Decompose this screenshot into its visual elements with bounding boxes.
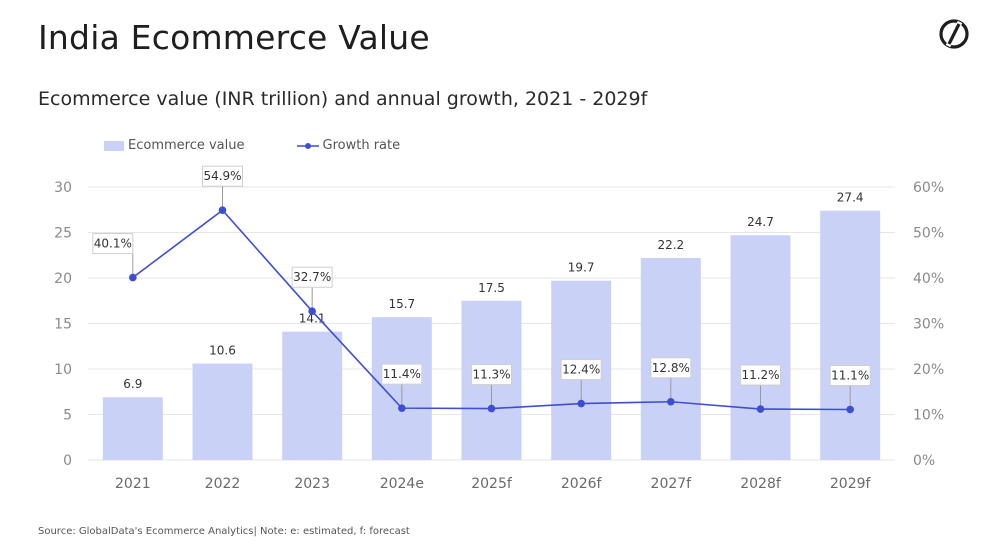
- x-axis-tick-label: 2026f: [561, 476, 603, 492]
- growth-rate-point: [129, 273, 137, 282]
- growth-callout-box: [381, 363, 423, 385]
- growth-rate-point: [398, 404, 406, 412]
- left-axis-tick-label: 30: [54, 180, 72, 196]
- x-axis-tick-label: 2022: [205, 476, 241, 492]
- growth-rate-label: 54.9%: [203, 169, 241, 183]
- x-axis-tick-label: 2023: [294, 476, 330, 492]
- x-axis-tick-label: 2024e: [380, 476, 424, 492]
- right-axis-tick-label: 0%: [913, 453, 935, 469]
- left-axis-tick-label: 25: [54, 226, 72, 242]
- growth-callout-box: [829, 364, 871, 386]
- bar-value-label: 24.7: [747, 215, 774, 229]
- x-axis-tick-label: 2027f: [651, 476, 693, 492]
- growth-callout-box: [202, 165, 243, 187]
- growth-rate-point: [846, 405, 854, 414]
- growth-rate-label: 40.1%: [94, 237, 132, 251]
- growth-callout-box: [291, 266, 333, 288]
- growth-callout-box: [740, 364, 781, 386]
- globaldata-logo-icon: [939, 19, 969, 49]
- bar-value-label: 27.4: [837, 191, 864, 205]
- left-axis-tick-label: 15: [54, 317, 72, 333]
- growth-callout-box: [560, 359, 602, 381]
- left-axis-tick-label: 0: [63, 453, 72, 469]
- right-axis-tick-label: 50%: [913, 226, 944, 242]
- right-axis-tick-label: 20%: [913, 362, 944, 378]
- x-axis-tick-label: 2029f: [830, 476, 872, 492]
- x-axis-tick-label: 2021: [115, 476, 151, 492]
- right-axis-tick-label: 30%: [913, 317, 944, 333]
- legend-bar-label: Ecommerce value: [128, 138, 245, 153]
- bar-value-label: 14.1: [299, 312, 326, 326]
- left-axis-tick-label: 20: [54, 271, 72, 287]
- growth-rate-label: 12.8%: [652, 361, 690, 375]
- growth-rate-label: 11.3%: [472, 368, 510, 382]
- growth-rate-point: [577, 399, 585, 408]
- bar: [282, 331, 343, 460]
- growth-callout-box: [650, 357, 692, 379]
- bar-value-label: 10.6: [209, 344, 236, 358]
- right-axis-tick-label: 40%: [913, 271, 944, 287]
- bar: [192, 363, 253, 460]
- legend-item-ecommerce-value: Ecommerce value: [104, 138, 245, 153]
- bar: [820, 210, 881, 460]
- growth-rate-point: [308, 307, 316, 316]
- x-axis-tick-label: 2028f: [740, 476, 782, 492]
- growth-callout-box: [471, 364, 512, 386]
- right-axis-tick-label: 60%: [913, 180, 944, 196]
- growth-rate-point: [487, 404, 496, 413]
- growth-rate-point: [218, 206, 227, 215]
- bar: [730, 235, 791, 460]
- growth-callout-box: [92, 233, 134, 255]
- source-note: Source: GlobalData's Ecommerce Analytics…: [38, 526, 410, 537]
- x-axis-tick-label: 2025f: [471, 476, 513, 492]
- bar-value-label: 22.2: [657, 238, 684, 252]
- growth-rate-label: 11.4%: [383, 367, 421, 381]
- legend-line-label: Growth rate: [322, 138, 401, 153]
- growth-rate-point: [667, 397, 675, 406]
- left-axis-tick-label: 5: [63, 408, 72, 424]
- growth-rate-label: 12.4%: [562, 363, 600, 377]
- bar-value-label: 19.7: [568, 261, 595, 275]
- bar: [102, 397, 163, 460]
- growth-rate-label: 32.7%: [293, 270, 331, 284]
- chart-legend: Ecommerce value Growth rate: [104, 138, 452, 153]
- bar-value-label: 15.7: [388, 297, 415, 311]
- legend-line-swatch: [296, 142, 319, 149]
- right-axis-tick-label: 10%: [913, 408, 944, 424]
- growth-rate-label: 11.2%: [741, 368, 779, 382]
- growth-rate-label: 11.1%: [831, 368, 869, 382]
- legend-bar-swatch: [104, 140, 124, 151]
- growth-rate-point: [756, 405, 765, 413]
- bar-value-label: 6.9: [123, 377, 142, 391]
- legend-item-growth-rate: Growth rate: [296, 138, 401, 153]
- bar-value-label: 17.5: [478, 281, 505, 295]
- page-title: India Ecommerce Value: [38, 18, 430, 57]
- chart-subtitle: Ecommerce value (INR trillion) and annua…: [38, 88, 648, 110]
- left-axis-tick-label: 10: [54, 362, 72, 378]
